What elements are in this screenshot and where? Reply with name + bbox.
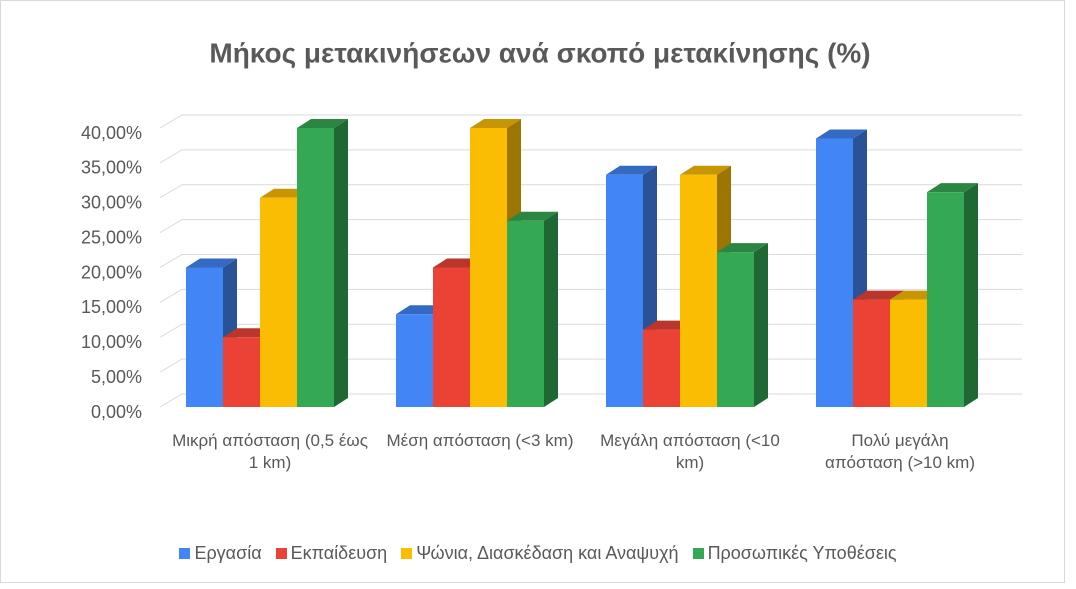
chart-title: Μήκος μετακινήσεων ανά σκοπό μετακίνησης… bbox=[209, 37, 870, 68]
legend-item: Εκπαίδευση bbox=[275, 543, 388, 564]
bar-face bbox=[186, 267, 223, 407]
bar bbox=[297, 119, 348, 407]
bar-face bbox=[816, 138, 853, 407]
y-tick-label: 40,00% bbox=[81, 123, 142, 143]
x-tick-label: Πολύ μεγάλη απόσταση (>10 km) bbox=[824, 431, 976, 472]
y-tick-label: 35,00% bbox=[81, 158, 142, 178]
legend-item: Εργασία bbox=[179, 543, 262, 564]
grid-line bbox=[159, 114, 1022, 129]
legend: Εργασία Εκπαίδευση Ψώνια, Διασκέδαση και Α… bbox=[0, 543, 1076, 564]
legend-swatch bbox=[401, 548, 413, 559]
bar-face bbox=[754, 243, 768, 407]
y-tick-label: 25,00% bbox=[81, 227, 142, 247]
bar-face bbox=[680, 165, 731, 175]
legend-item: Ψώνια, Διασκέδαση και Αναψυχή bbox=[401, 543, 679, 564]
bar-face bbox=[396, 314, 433, 407]
bar-face bbox=[927, 183, 978, 193]
bar-face bbox=[260, 197, 297, 407]
y-tick-label: 10,00% bbox=[81, 332, 142, 352]
x-tick-label: Μικρή απόσταση (0,5 έως 1 km) bbox=[172, 431, 368, 472]
bar-face bbox=[507, 220, 544, 407]
bar-face bbox=[853, 290, 904, 300]
bar-face bbox=[334, 119, 348, 407]
y-tick-label: 30,00% bbox=[81, 193, 142, 213]
bar-face bbox=[853, 299, 890, 407]
bar-face bbox=[680, 174, 717, 407]
legend-label: Εργασία bbox=[194, 543, 262, 563]
legend-label: Ψώνια, Διασκέδαση και Αναψυχή bbox=[416, 543, 679, 563]
y-tick-label: 5,00% bbox=[91, 367, 142, 387]
bar bbox=[717, 243, 768, 407]
legend-item: Προσωπικές Υποθέσεις bbox=[692, 543, 897, 564]
bar-face bbox=[297, 128, 334, 407]
bar-face bbox=[717, 243, 768, 253]
grid-line bbox=[159, 184, 1022, 199]
legend-label: Προσωπικές Υποθέσεις bbox=[707, 543, 897, 563]
y-tick-label: 0,00% bbox=[91, 402, 142, 422]
bar-face bbox=[606, 174, 643, 407]
bar-face bbox=[643, 329, 680, 407]
y-tick-label: 20,00% bbox=[81, 262, 142, 282]
bar-face bbox=[507, 211, 558, 221]
bar-face bbox=[544, 211, 558, 407]
bar-face bbox=[223, 337, 260, 407]
bar bbox=[927, 183, 978, 407]
bar-face bbox=[470, 128, 507, 407]
grid-line bbox=[159, 149, 1022, 164]
x-tick-label: Μεγάλη απόσταση (<10 km) bbox=[600, 431, 780, 472]
legend-swatch bbox=[692, 548, 704, 559]
bar-face bbox=[890, 299, 927, 407]
bar bbox=[507, 211, 558, 407]
y-tick-label: 15,00% bbox=[81, 297, 142, 317]
legend-swatch bbox=[275, 548, 287, 559]
legend-swatch bbox=[179, 548, 191, 559]
legend-label: Εκπαίδευση bbox=[290, 543, 388, 563]
bar-face bbox=[186, 258, 237, 268]
bar-face bbox=[606, 165, 657, 175]
bar-face bbox=[964, 183, 978, 407]
grid-line bbox=[159, 219, 1022, 234]
bar-face bbox=[816, 129, 867, 139]
bar-face bbox=[297, 119, 348, 128]
bar-face bbox=[927, 192, 964, 407]
x-tick-label: Μέση απόσταση (<3 km) bbox=[386, 431, 574, 450]
bar-face bbox=[433, 267, 470, 407]
bar-face bbox=[470, 119, 521, 128]
bar-face bbox=[717, 252, 754, 407]
